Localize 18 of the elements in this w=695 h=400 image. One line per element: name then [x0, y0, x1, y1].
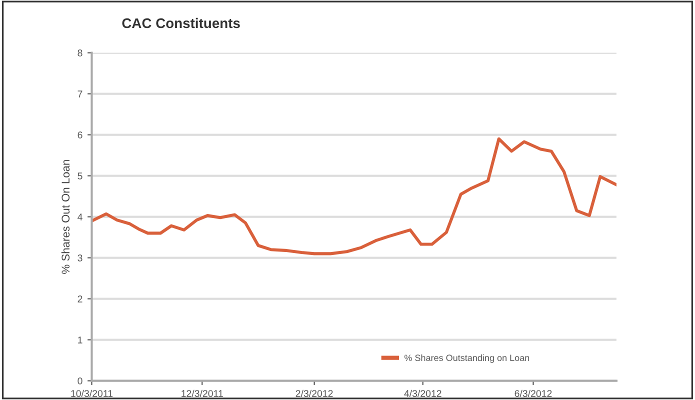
- y-tick-label: 3: [78, 254, 82, 262]
- legend-label: % Shares Outstanding on Loan: [404, 354, 530, 363]
- x-tick-label: 4/3/2012: [404, 390, 442, 397]
- x-tick-label: 12/3/2011: [182, 390, 223, 397]
- x-tick-label: 6/3/2012: [514, 390, 552, 397]
- y-tick-label: 5: [78, 172, 82, 180]
- y-tick-label: 7: [78, 90, 82, 98]
- chart-title: CAC Constituents: [122, 18, 240, 28]
- y-tick-label: 2: [78, 296, 82, 302]
- y-tick-label: 0: [78, 378, 82, 384]
- y-tick-label: 4: [78, 214, 82, 220]
- x-tick-label: 10/3/2011: [71, 390, 113, 397]
- y-tick-label: 1: [78, 336, 82, 344]
- y-tick-label: 6: [78, 132, 82, 138]
- x-tick-label: 2/3/2012: [296, 390, 333, 397]
- line-series: [92, 137, 616, 256]
- y-tick-label: 8: [78, 50, 82, 56]
- y-axis-title: % Shares Out On Loan: [61, 160, 70, 274]
